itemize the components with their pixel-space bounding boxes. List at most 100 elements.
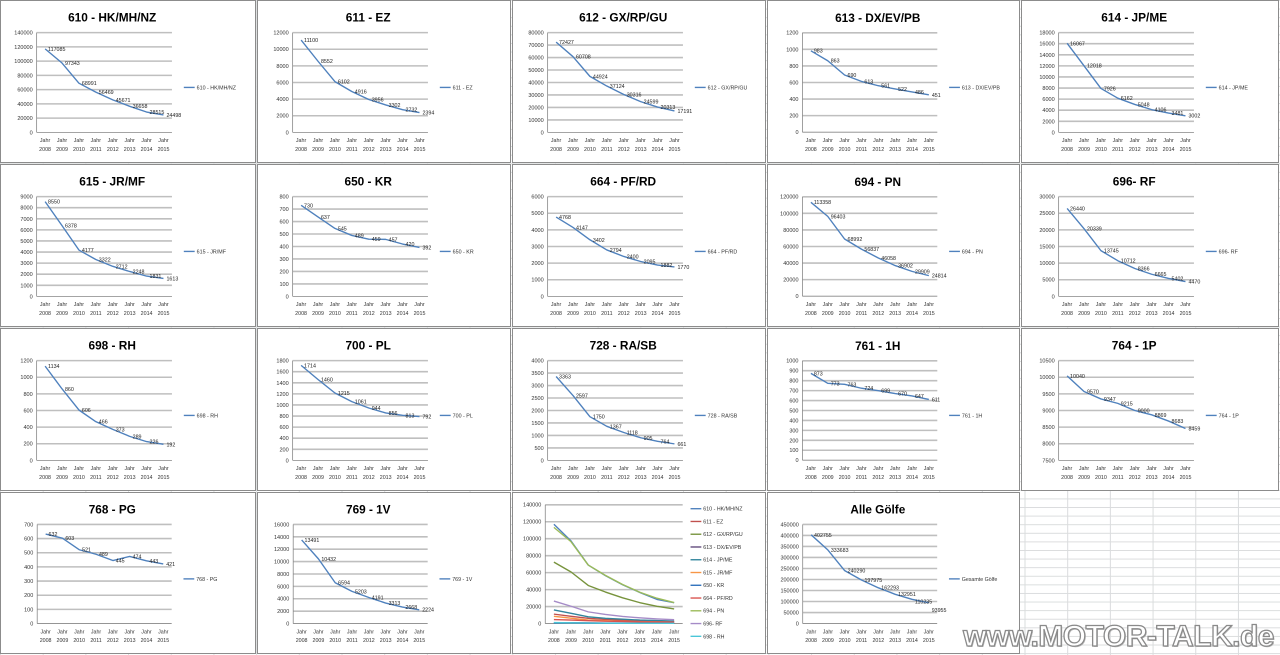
x-tick-prefix: Jahr	[806, 302, 817, 308]
x-tick-prefix: Jahr	[57, 302, 68, 308]
data-label: 11100	[304, 38, 318, 44]
x-tick-prefix: Jahr	[1130, 466, 1141, 472]
y-tick-label: 4000	[20, 250, 32, 256]
data-label: 699	[881, 389, 890, 395]
y-tick-label: 4000	[1042, 108, 1054, 114]
y-tick-label: 600	[789, 399, 798, 405]
chart-615-jr-mf[interactable]: 615 - JR/MF 0 1000 2000 3000 4000 5000 6000 7000…	[0, 164, 256, 327]
x-tick-label: 2008	[39, 147, 51, 153]
x-tick-label: 2012	[363, 147, 375, 153]
y-tick-label: 1200	[276, 392, 288, 398]
data-label: 3322	[99, 258, 111, 264]
chart-768-pg[interactable]: 768 - PG 0 100 200 300 400 500 600 700 Jahr 2008 Ja…	[0, 492, 256, 654]
y-tick-label: 20000	[1039, 228, 1054, 234]
data-label: 93955	[932, 608, 947, 614]
chart-combined[interactable]: 0 20000 40000 60000 80000 100000 120000 140000 J…	[512, 492, 766, 654]
x-tick-prefix: Jahr	[856, 302, 867, 308]
chart-title: 769 - 1V	[346, 504, 391, 517]
x-tick-prefix: Jahr	[57, 138, 68, 144]
chart-769-1v[interactable]: 769 - 1V 0 2000 4000 6000 8000 10000 12000 14000…	[257, 492, 511, 654]
y-tick-label: 14000	[274, 535, 289, 541]
data-label: 420	[406, 242, 415, 248]
y-tick-label: 500	[789, 408, 798, 414]
x-tick-prefix: Jahr	[124, 466, 135, 472]
chart-611-ez[interactable]: 611 - EZ 0 2000 4000 6000 8000 10000 12000 Jahr 2…	[257, 0, 511, 163]
x-tick-prefix: Jahr	[1180, 138, 1191, 144]
legend-label: 768 - PG	[196, 577, 217, 583]
x-tick-prefix: Jahr	[840, 629, 851, 635]
y-tick-label: 200	[279, 447, 288, 453]
y-tick-label: 700	[279, 207, 288, 213]
y-tick-label: 18000	[1039, 31, 1054, 37]
x-tick-prefix: Jahr	[125, 629, 136, 635]
y-tick-label: 5000	[531, 211, 543, 217]
x-tick-prefix: Jahr	[602, 138, 613, 144]
data-label: 4768	[559, 215, 571, 221]
data-label: 240290	[848, 569, 866, 575]
x-tick-label: 2011	[1112, 475, 1123, 481]
chart-761-1h[interactable]: 761 - 1H 0 100 200 300 400 500 600 700 800 900 1000…	[767, 328, 1020, 491]
chart-650-kr[interactable]: 650 - KR 0 100 200 300 400 500 600 700 800 Jahr 200…	[257, 164, 511, 327]
x-tick-prefix: Jahr	[364, 138, 375, 144]
chart-610-hk-mh-nz[interactable]: 610 - HK/MH/NZ 0 20000 40000 60000 80000 10000…	[0, 0, 256, 163]
data-label: 1882	[661, 263, 673, 269]
y-tick-label: 100000	[780, 599, 798, 605]
x-tick-label: 2009	[567, 475, 579, 481]
chart-614-jp-me[interactable]: 614 - JP/ME 0 2000 4000 6000 8000 10000 12000 14…	[1021, 0, 1279, 163]
x-tick-label: 2011	[90, 638, 101, 644]
y-tick-label: 40000	[528, 80, 543, 86]
y-tick-label: 200	[24, 593, 33, 599]
chart-764-1p[interactable]: 764 - 1P 7500 8000 8500 9000 9500 10000 10500 Ja…	[1021, 328, 1279, 491]
x-tick-prefix: Jahr	[652, 466, 663, 472]
y-tick-label: 1500	[531, 421, 543, 427]
y-tick-label: 80000	[526, 554, 541, 560]
series-line	[44, 365, 164, 446]
x-tick-prefix: Jahr	[1113, 138, 1124, 144]
y-tick-label: 600	[23, 408, 32, 414]
x-tick-label: 2009	[567, 311, 579, 317]
y-tick-label: 60000	[783, 244, 798, 250]
chart-612-gx-rp-gu[interactable]: 612 - GX/RP/GU 0 10000 20000 30000 40000 50000…	[512, 0, 766, 163]
data-label: 690	[848, 73, 857, 79]
series-line	[301, 539, 420, 611]
y-tick-label: 600	[24, 537, 33, 543]
x-tick-label: 2012	[1129, 147, 1141, 153]
chart-696-rf[interactable]: 696- RF 0 5000 10000 15000 20000 25000 30000 Jah…	[1021, 164, 1279, 327]
x-tick-prefix: Jahr	[823, 138, 834, 144]
x-tick-prefix: Jahr	[566, 629, 577, 635]
x-tick-prefix: Jahr	[57, 629, 68, 635]
data-label: 4147	[576, 225, 588, 231]
x-tick-prefix: Jahr	[414, 466, 425, 472]
chart-700-pl[interactable]: 700 - PL 0 200 400 600 800 1000 1200 1400 1600 180…	[257, 328, 511, 491]
chart-694-pn[interactable]: 694 - PN 0 20000 40000 60000 80000 100000 12000…	[767, 164, 1020, 327]
chart-613-dx-ev-pb[interactable]: 613 - DX/EV/PB 0 200 400 600 800 1000 1200 Jahr 2…	[767, 0, 1020, 163]
x-tick-prefix: Jahr	[823, 466, 834, 472]
x-tick-prefix: Jahr	[347, 466, 358, 472]
x-tick-label: 2010	[584, 475, 596, 481]
y-tick-label: 200	[789, 438, 798, 444]
x-tick-label: 2010	[329, 638, 341, 644]
data-label: 2095	[644, 260, 656, 266]
data-label: 4470	[1188, 279, 1200, 285]
legend-label: 613 - DX/EV/PB	[962, 85, 1000, 91]
data-label: 117085	[48, 47, 65, 53]
y-tick-label: 30000	[528, 93, 543, 99]
data-label: 36902	[898, 264, 913, 270]
data-label: 9570	[1087, 390, 1099, 396]
x-tick-prefix: Jahr	[91, 138, 102, 144]
x-tick-label: 2011	[346, 475, 357, 481]
data-label: 1714	[304, 363, 316, 369]
x-tick-label: 2015	[668, 638, 680, 644]
y-tick-label: 0	[1052, 294, 1055, 300]
chart-698-rh[interactable]: 698 - RH 0 200 400 600 800 1000 1200 Jahr 2008 Jah…	[0, 328, 256, 491]
chart-728-ra-sb[interactable]: 728 - RA/SB 0 500 1000 1500 2000 2500 3000 3500 4…	[512, 328, 766, 491]
data-label: 162293	[881, 586, 899, 592]
legend-label: 700 - PL	[453, 413, 473, 419]
x-tick-prefix: Jahr	[158, 466, 169, 472]
legend-label: 650 - KR	[453, 249, 474, 255]
chart-664-pf-rd[interactable]: 664 - PF/RD 0 1000 2000 3000 4000 5000 6000 Jahr…	[512, 164, 766, 327]
y-tick-label: 8000	[20, 206, 32, 212]
chart-alle-g-lfe[interactable]: Alle Gölfe 0 50000 100000 150000 200000 250000…	[767, 492, 1020, 654]
x-tick-prefix: Jahr	[583, 629, 594, 635]
data-label: 1215	[338, 391, 350, 397]
